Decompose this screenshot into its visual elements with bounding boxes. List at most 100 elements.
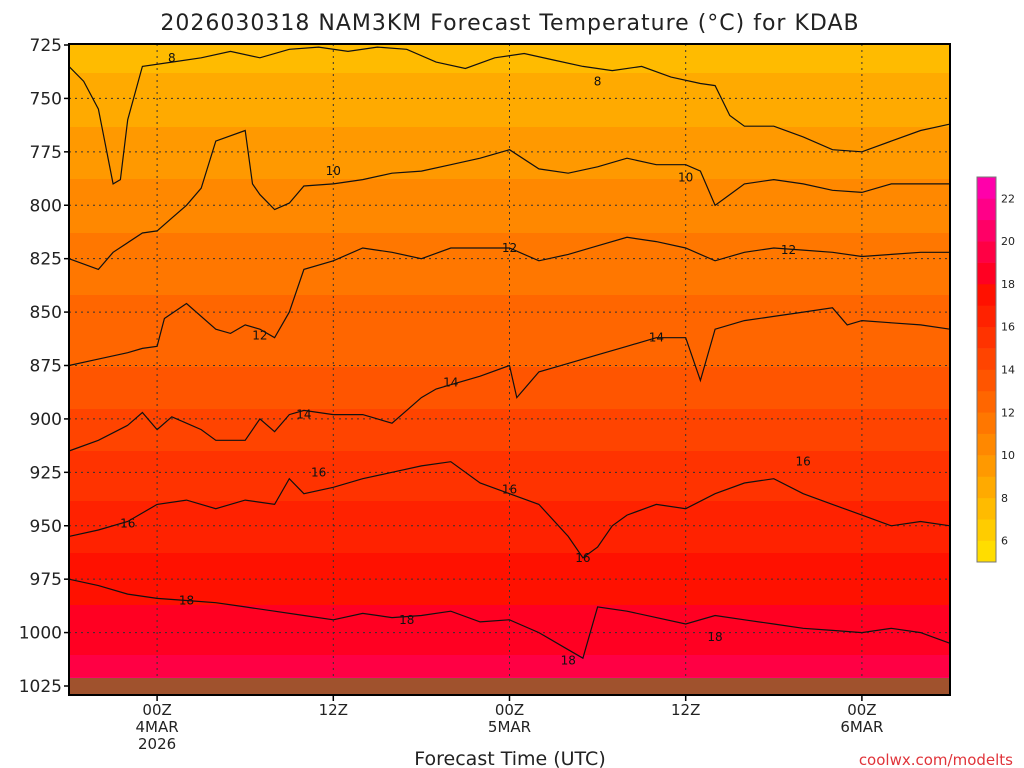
temperature-band	[69, 533, 950, 536]
temperature-band	[69, 449, 950, 452]
temperature-band	[69, 129, 950, 132]
x-tick-label: 12Z	[671, 701, 700, 719]
colorbar-swatch	[977, 369, 996, 392]
temperature-band	[69, 299, 950, 302]
temperature-band	[69, 341, 950, 344]
temperature-band	[69, 491, 950, 494]
temperature-band	[69, 647, 950, 650]
temperature-band	[69, 275, 950, 278]
temperature-band	[69, 657, 950, 660]
temperature-band	[69, 411, 950, 414]
temperature-band	[69, 425, 950, 428]
colorbar-swatch	[977, 262, 996, 285]
temperature-band	[69, 293, 950, 296]
temperature-band	[69, 459, 950, 462]
temperature-band	[69, 471, 950, 474]
temperature-band	[69, 239, 950, 242]
temperature-band	[69, 137, 950, 140]
contour-line-10	[68, 129, 950, 271]
temperature-band	[69, 237, 950, 240]
temperature-band	[69, 329, 950, 332]
temperature-band	[69, 401, 950, 404]
temperature-band	[69, 57, 950, 60]
colorbar-tick-label: 20	[1001, 235, 1015, 248]
temperature-band	[69, 315, 950, 318]
temperature-band	[69, 419, 950, 422]
temperature-band	[69, 543, 950, 546]
y-tick-label: 925	[30, 463, 62, 483]
temperature-band	[69, 189, 950, 192]
temperature-band	[69, 509, 950, 512]
temperature-band	[69, 389, 950, 392]
colorbar-tick-label: 8	[1001, 492, 1008, 505]
temperature-band	[69, 183, 950, 186]
temperature-band	[69, 515, 950, 518]
temperature-band	[69, 81, 950, 84]
temperature-band	[69, 243, 950, 246]
temperature-band	[69, 537, 950, 540]
x-axis-label: Forecast Time (UTC)	[414, 748, 605, 768]
y-tick-label: 950	[30, 517, 62, 537]
colorbar-swatch	[977, 283, 996, 306]
contour-label: 18	[399, 613, 414, 627]
temperature-band	[69, 51, 950, 54]
temperature-band	[69, 279, 950, 282]
temperature-band	[69, 507, 950, 510]
credit-text: coolwx.com/modelts	[859, 751, 1013, 768]
temperature-band	[69, 369, 950, 372]
temperature-band	[69, 467, 950, 470]
x-tick-label: 4MAR	[136, 718, 179, 736]
y-tick-label: 750	[30, 89, 62, 109]
colorbar-tick-label: 22	[1001, 192, 1015, 205]
temperature-band	[69, 591, 950, 594]
temperature-band	[69, 407, 950, 410]
temperature-band	[69, 395, 950, 398]
temperature-band	[69, 263, 950, 266]
temperature-band	[69, 201, 950, 204]
temperature-band	[69, 353, 950, 356]
x-tick-label: 00Z	[847, 701, 876, 719]
temperature-band	[69, 635, 950, 638]
temperature-band	[69, 545, 950, 548]
temperature-band	[69, 159, 950, 162]
x-tick-label: 00Z	[495, 701, 524, 719]
contour-line-18	[68, 578, 951, 660]
temperature-band	[69, 83, 950, 86]
temperature-band	[69, 447, 950, 450]
temperature-band	[69, 497, 950, 500]
contour-line-8	[68, 46, 951, 185]
temperature-band	[69, 495, 950, 498]
temperature-band	[69, 479, 950, 482]
temperature-band	[69, 125, 950, 128]
temperature-band	[69, 453, 950, 456]
temperature-band	[69, 63, 950, 66]
temperature-band	[69, 177, 950, 180]
temperature-band	[69, 69, 950, 72]
colorbar-swatch	[977, 348, 996, 370]
temperature-band	[69, 323, 950, 326]
temperature-band	[69, 179, 950, 182]
temperature-band	[69, 65, 950, 68]
temperature-band	[69, 191, 950, 194]
temperature-band	[69, 317, 950, 320]
temperature-band	[69, 267, 950, 270]
temperature-band	[69, 215, 950, 218]
temperature-band	[69, 381, 950, 384]
temperature-band	[69, 561, 950, 564]
contour-line-16	[68, 461, 951, 559]
temperature-band	[69, 285, 950, 288]
contour-label: 10	[326, 164, 341, 178]
temperature-band	[69, 197, 950, 200]
contour-label: 18	[179, 594, 194, 608]
x-tick-label: 2026	[138, 735, 176, 753]
temperature-band	[69, 155, 950, 158]
temperature-band	[69, 581, 950, 584]
temperature-band	[69, 345, 950, 348]
temperature-band	[69, 551, 950, 554]
contour-label: 14	[443, 376, 458, 390]
temperature-band	[69, 527, 950, 530]
y-tick-label: 1025	[19, 677, 62, 697]
colorbar-swatch	[977, 455, 996, 477]
temperature-band	[69, 455, 950, 458]
